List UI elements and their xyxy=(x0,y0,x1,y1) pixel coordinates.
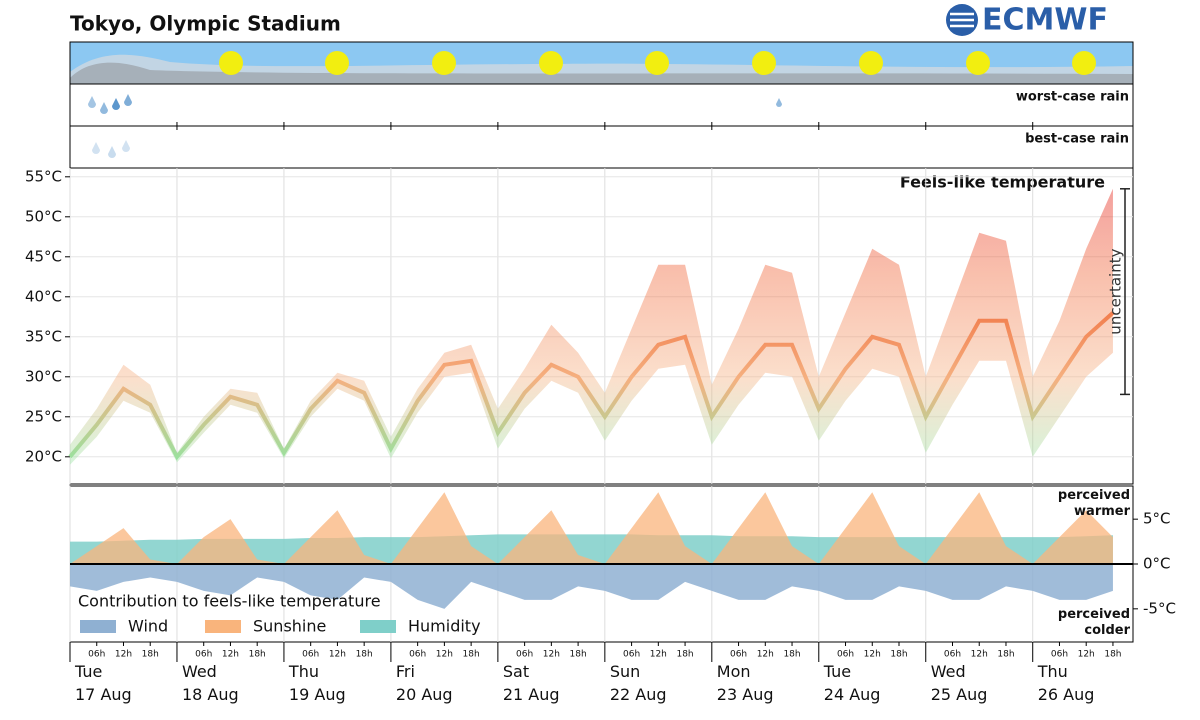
hour-label: 18h xyxy=(1104,650,1121,660)
hour-label: 06h xyxy=(730,650,747,660)
hour-label: 06h xyxy=(623,650,640,660)
logo-text: ECMWF xyxy=(982,3,1108,38)
legend-swatch xyxy=(80,620,116,633)
annotation: perceived warmer xyxy=(1057,488,1130,519)
hour-label: 06h xyxy=(409,650,426,660)
y-tick-label: 35°C xyxy=(25,327,62,345)
hour-label: 18h xyxy=(142,650,159,660)
legend-label: Sunshine xyxy=(253,617,326,636)
hour-label: 06h xyxy=(1051,650,1068,660)
day-label: Sun 22 Aug xyxy=(609,662,667,704)
page-title: Tokyo, Olympic Stadium xyxy=(70,12,341,36)
strip-label: worst-case rain xyxy=(1016,90,1129,105)
y-tick-label: -5°C xyxy=(1143,599,1176,617)
day-label: Wed 18 Aug xyxy=(181,662,239,704)
hour-label: 12h xyxy=(971,650,988,660)
hour-label: 06h xyxy=(516,650,533,660)
hour-label: 12h xyxy=(329,650,346,660)
hour-label: 18h xyxy=(249,650,266,660)
contribution-area xyxy=(70,492,1113,564)
y-tick-label: 25°C xyxy=(25,407,62,425)
uncertainty-label: uncertainty xyxy=(1107,248,1125,334)
day-label: Mon 23 Aug xyxy=(716,662,774,704)
y-tick-label: 20°C xyxy=(25,447,62,465)
logo: ECMWF xyxy=(946,3,1108,38)
legend-label: Wind xyxy=(128,617,168,636)
hour-label: 06h xyxy=(195,650,212,660)
sky-strip xyxy=(69,41,1134,85)
day-label: Fri 20 Aug xyxy=(395,662,453,704)
hour-label: 18h xyxy=(783,650,800,660)
hour-label: 18h xyxy=(890,650,907,660)
y-tick-label: 0°C xyxy=(1143,555,1171,573)
temp-title: Feels-like temperature xyxy=(900,173,1105,192)
hour-label: 18h xyxy=(463,650,480,660)
legend-swatch xyxy=(360,620,396,633)
day-label: Tue 17 Aug xyxy=(75,662,132,704)
day-label: Tue 24 Aug xyxy=(823,662,881,704)
y-tick-label: 40°C xyxy=(25,287,62,305)
hour-label: 06h xyxy=(837,650,854,660)
hour-label: 12h xyxy=(1078,650,1095,660)
y-tick-label: 30°C xyxy=(25,367,62,385)
day-label: Wed 25 Aug xyxy=(930,662,988,704)
strip-label: best-case rain xyxy=(1025,132,1129,147)
uncertainty-band xyxy=(70,188,1113,465)
legend-title: Contribution to feels-like temperature xyxy=(78,592,381,611)
rain-strips: worst-case rain best-case rain xyxy=(69,83,1134,169)
hour-label: 12h xyxy=(543,650,560,660)
hour-label: 12h xyxy=(864,650,881,660)
hour-label: 12h xyxy=(115,650,132,660)
y-tick-label: 45°C xyxy=(25,247,62,265)
y-tick-label: 5°C xyxy=(1143,510,1171,528)
hour-label: 18h xyxy=(676,650,693,660)
annotation: perceived colder xyxy=(1057,607,1130,638)
hour-label: 06h xyxy=(88,650,105,660)
hour-label: 12h xyxy=(436,650,453,660)
hour-label: 06h xyxy=(302,650,319,660)
hour-label: 18h xyxy=(356,650,373,660)
hour-label: 12h xyxy=(650,650,667,660)
hour-label: 18h xyxy=(570,650,587,660)
y-tick-label: 50°C xyxy=(25,207,62,225)
day-label: Sat 21 Aug xyxy=(502,662,560,704)
hour-label: 18h xyxy=(997,650,1014,660)
hour-label: 06h xyxy=(944,650,961,660)
day-label: Thu 19 Aug xyxy=(288,662,346,704)
legend-label: Humidity xyxy=(408,617,481,636)
median-line xyxy=(68,311,1115,461)
hour-label: 12h xyxy=(222,650,239,660)
day-label: Thu 26 Aug xyxy=(1037,662,1095,704)
hour-label: 12h xyxy=(757,650,774,660)
legend-swatch xyxy=(205,620,241,633)
contribution-area xyxy=(70,564,1113,609)
y-tick-label: 55°C xyxy=(25,167,62,185)
